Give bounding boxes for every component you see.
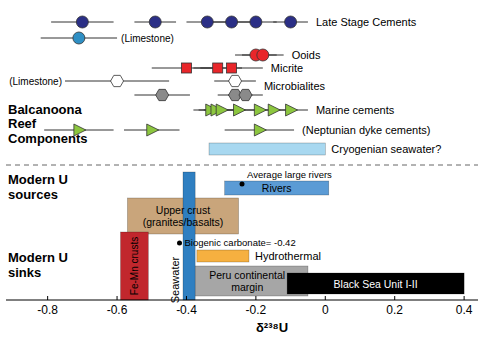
marker [201,16,213,28]
marker [73,32,85,44]
range-label: Fe-Mn crusts [129,237,140,295]
marker [181,63,191,73]
marker [239,89,252,100]
marker [268,104,280,116]
marker [156,89,169,100]
series-label: Micrite [271,62,303,74]
page: {"chart_data": { "type": "range", "xlabe… [0,0,484,337]
marker [286,104,298,116]
section-label: sinks [8,265,41,280]
marker [76,16,88,28]
marks [41,16,464,300]
tick-label: -0.6 [107,303,128,317]
section-label: Modern U [8,172,68,187]
marker [216,104,228,116]
range-label: Peru continental [209,269,285,281]
tick-label: -0.2 [246,303,267,317]
range-label: Cryogenian seawater? [331,143,441,155]
series-label: (Neptunian dyke cements) [302,124,430,136]
range-bar [121,232,149,300]
range-bar [209,143,325,155]
axis-line [6,300,478,301]
tick [255,296,256,300]
range-label: Rivers [262,182,292,194]
marker [234,104,246,116]
axis-title: δ²³⁸U [256,320,288,335]
series-label: Late Stage Cements [316,16,417,28]
series-sublabel: (Limestone) [9,76,62,87]
series-sublabel: (Limestone) [121,33,174,44]
range-label: Black Sea Unit I-II [334,278,418,290]
tick-label: 0 [322,303,329,317]
tick-label: -0.8 [37,303,58,317]
marker [147,124,159,136]
section-label: Modern U [8,250,68,265]
series-label: Microbialites [264,80,326,92]
marker [111,75,124,86]
range-bar [225,181,329,195]
tick-label: 0.4 [456,303,473,317]
marker [226,16,238,28]
marker [227,63,237,73]
point [240,182,245,187]
tick [186,296,187,300]
marker [213,63,223,73]
tick-label: -0.4 [176,303,197,317]
tick [464,296,465,300]
marker [229,75,242,86]
tick [325,296,326,300]
section-label: Components [8,131,87,146]
marker [257,49,269,61]
tick-label: 0.2 [386,303,403,317]
point-label: Biogenic carbonate= -0.42 [185,237,296,248]
section-label: Balcanoona [8,102,82,117]
section-label: Reef [8,116,37,131]
marker [254,124,266,136]
marker [285,16,297,28]
tick [117,296,118,300]
range-label: Hydrothermal [255,250,321,262]
marker [149,16,161,28]
range-label: Seawater [169,256,181,303]
marker [250,16,262,28]
range-bar [287,273,464,294]
range-bar [197,250,249,262]
chart: BalcanoonaReefComponentsModern UsourcesM… [0,0,484,337]
tick [394,296,395,300]
labels: BalcanoonaReefComponentsModern UsourcesM… [8,16,441,303]
series-label: Ooids [292,49,321,61]
range-label: Upper crust [156,204,210,216]
section-label: sources [8,187,58,202]
range-bar [183,172,195,300]
range-label: (granites/basalts) [143,216,224,228]
separator [6,165,478,166]
point [177,241,182,246]
series-label: Marine cements [316,104,395,116]
x-axis: -0.8 -0.6 -0.4 -0.2 0 0.2 0.4 δ²³⁸U [6,296,478,335]
tick [47,296,48,300]
marker [254,104,266,116]
range-label: margin [231,281,263,293]
point-label: Average large rivers [247,169,332,180]
